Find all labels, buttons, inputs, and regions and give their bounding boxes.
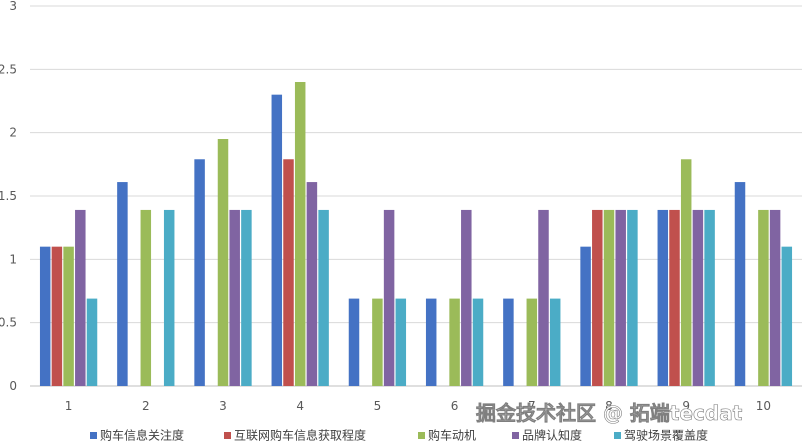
y-tick-label: 1.5 [0,189,17,203]
y-tick-label: 0.5 [0,316,17,330]
bar [680,159,692,386]
bar [294,82,306,386]
x-tick-label: 10 [756,399,771,413]
legend-label: 互联网购车信息获取程度 [234,428,366,443]
bars [39,82,793,387]
x-tick-label: 7 [528,399,536,413]
y-tick-label: 2.5 [0,62,17,76]
bar [461,209,472,386]
bar [318,209,329,386]
bar [39,246,51,386]
bar [657,209,669,386]
y-tick-label: 1 [9,252,17,266]
bar [241,209,252,386]
bar [271,94,283,387]
bar [372,298,383,386]
bar [140,209,152,386]
x-tick-label: 5 [374,399,382,413]
bar [163,209,175,386]
legend-label: 购车动机 [428,428,476,443]
y-tick-label: 0 [9,379,17,393]
bar [63,246,74,386]
x-tick-label: 1 [65,399,73,413]
x-tick-label: 9 [682,399,690,413]
legend: 购车信息关注度 互联网购车信息获取程度 购车动机 品牌认知度 驾驶场景覆盖度 [90,428,708,443]
legend-swatch [418,432,425,439]
bar [217,139,229,386]
bar [348,298,360,386]
bar [734,182,746,386]
watermark-text: 掘金技术社区 @ 拓端tecdat [476,401,743,425]
bar [425,298,437,386]
bar [472,298,484,386]
bar [306,182,318,386]
bar [769,209,781,386]
bar [669,209,680,386]
bar [603,209,615,386]
y-axis-tick-labels: 0 0.5 1 1.5 2 2.5 3 [0,0,17,393]
bar [580,246,591,386]
bar [526,298,538,386]
x-tick-label: 4 [296,399,304,413]
bar [395,298,407,386]
legend-swatch [224,432,231,439]
bar [117,182,128,386]
legend-label: 驾驶场景覆盖度 [624,428,708,443]
bar [549,298,561,386]
bar [692,209,704,386]
x-tick-label: 2 [142,399,150,413]
bar [704,209,715,386]
y-tick-label: 3 [9,0,17,13]
bar [75,209,86,386]
legend-label: 品牌认知度 [522,428,582,443]
bar [86,298,98,386]
x-axis-tick-labels: 1 2 3 4 5 6 7 8 9 10 [65,399,771,413]
bar [229,209,240,386]
y-tick-label: 2 [9,126,17,140]
legend-label: 购车信息关注度 [100,428,184,443]
bar [758,209,769,386]
bar [627,209,638,386]
bar [194,159,205,386]
bar [592,209,603,386]
x-tick-label: 6 [451,399,459,413]
legend-swatch [614,432,621,439]
x-tick-label: 3 [219,399,227,413]
bar [538,209,549,386]
gridlines [30,5,802,387]
x-tick-label: 8 [605,399,613,413]
legend-swatch [90,432,97,439]
bar [51,246,63,386]
bar [283,159,294,386]
bar [503,298,514,386]
legend-swatch [512,432,519,439]
bar [449,298,460,386]
bar [781,246,793,386]
bar [383,209,395,386]
bar [615,209,626,386]
